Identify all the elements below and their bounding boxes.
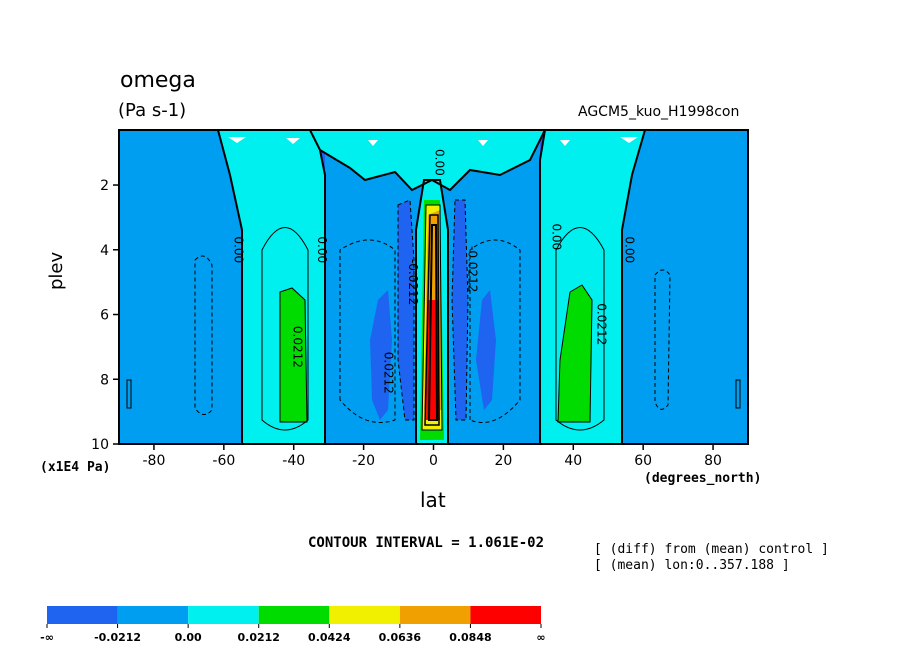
note-diff: [ (diff) from (mean) control ] <box>594 542 829 557</box>
y-tick-label: 10 <box>91 437 109 453</box>
pos-contour-east-2 <box>557 284 593 423</box>
zero-contour-west-outer <box>217 130 243 444</box>
plot-units: (Pa s-1) <box>118 100 187 121</box>
pos-contour-east <box>555 227 605 431</box>
pos-contour-west-2 <box>279 287 308 423</box>
region-cyan-top <box>310 130 545 190</box>
notch-6 <box>620 137 638 143</box>
x-unit-label: (degrees_north) <box>644 471 762 486</box>
x-tick-label: 20 <box>494 453 512 469</box>
x-tick-label: -60 <box>212 453 235 469</box>
neg-contour-far-east <box>654 269 671 410</box>
top-notches <box>228 137 638 146</box>
colorbar-label: -0.0212 <box>94 631 141 644</box>
zero-contour-east-outer <box>621 130 646 444</box>
contour-fill <box>119 130 748 444</box>
zero-contour-west-inner <box>309 130 326 444</box>
neg-contour-center-west <box>339 239 396 423</box>
y-tick-label: 4 <box>100 243 109 259</box>
pos-contour-west <box>261 227 309 431</box>
contour-label: 0.0212 <box>382 352 396 394</box>
contour-interval-text: CONTOUR INTERVAL = 1.061E-02 <box>308 535 545 551</box>
colorbar-swatch <box>258 606 330 624</box>
colorbar-swatch <box>117 606 189 624</box>
notch-3 <box>368 140 378 146</box>
colorbar-swatch <box>399 606 471 624</box>
contour-label: 0.00 <box>432 149 446 176</box>
contour-label: 0.00 <box>623 236 637 263</box>
colorbar-label: 0.0636 <box>379 631 422 644</box>
region-mid-blue-east <box>622 130 748 444</box>
contour-lines <box>126 130 741 444</box>
contour-label: -0.0212 <box>406 259 420 305</box>
colorbar-swatch <box>188 606 259 624</box>
x-axis-label: lat <box>420 488 446 512</box>
contour-label: 0.00 <box>549 223 563 250</box>
edge-feature-west <box>126 379 132 409</box>
region-neg-lobe-w1 <box>398 200 414 420</box>
zero-contour-core <box>415 179 449 444</box>
plot-title: omega <box>120 68 196 93</box>
run-name: AGCM5_kuo_H1998con <box>578 104 740 120</box>
x-tick-label: -80 <box>143 453 166 469</box>
contour-label: 0.0212 <box>595 303 609 345</box>
region-mid-blue-west <box>119 130 242 444</box>
colorbar-label: 0.0212 <box>237 631 279 644</box>
colorbar-label: -∞ <box>40 631 54 644</box>
y-ticks: 2 4 6 8 10 <box>91 178 119 453</box>
edge-feature-east <box>735 379 741 409</box>
neg-contour-lobe-e1 <box>451 199 469 421</box>
colorbar-swatch <box>47 606 118 624</box>
neg-contour-center-east <box>469 239 521 423</box>
y-tick-label: 6 <box>100 308 109 324</box>
note-mean: [ (mean) lon:0..357.188 ] <box>594 558 790 573</box>
contour-label: 0.00 <box>231 236 245 263</box>
zero-contour-east-inner <box>539 130 546 444</box>
region-neg-lobe-w2 <box>370 290 392 420</box>
x-tick-label: 80 <box>704 453 722 469</box>
x-tick-label: -20 <box>352 453 375 469</box>
contour-label: 0.00 <box>315 236 329 263</box>
x-tick-label: 60 <box>634 453 652 469</box>
colorbar-label: 0.0424 <box>308 631 351 644</box>
contour-label: -0.0212 <box>465 246 479 292</box>
region-neg-lobe-e2 <box>476 290 496 410</box>
x-tick-label: 0 <box>429 453 438 469</box>
y-unit-label: (x1E4 Pa) <box>40 460 111 475</box>
colorbar-swatch <box>329 606 400 624</box>
notch-2 <box>286 138 300 144</box>
x-tick-label: -40 <box>282 453 305 469</box>
region-green-west <box>280 288 307 422</box>
core-contour-2 <box>424 214 440 426</box>
region-green-east <box>558 285 592 422</box>
contour-labels: 0.00 0.00 0.0212 0.0212 -0.0212 0.00 -0.0212 0.… <box>231 149 636 394</box>
colorbar-label: 0.00 <box>175 631 202 644</box>
notch-1 <box>228 137 246 143</box>
region-neg-lobe-e1 <box>452 200 468 420</box>
y-tick-label: 2 <box>100 178 109 194</box>
contour-label: 0.0212 <box>291 326 305 368</box>
core-contour-3 <box>427 224 439 421</box>
y-tick-label: 8 <box>100 372 109 388</box>
notch-5 <box>560 140 570 146</box>
core-contour-1 <box>421 204 443 431</box>
colorbar: -∞ -0.0212 0.00 0.0212 0.0424 0.0636 0.0848 ∞ <box>40 606 546 644</box>
x-ticks: -80 -60 -40 -20 0 20 40 60 80 <box>143 444 722 469</box>
notch-4 <box>478 140 488 146</box>
colorbar-label: ∞ <box>536 631 545 644</box>
colorbar-swatch <box>470 606 541 624</box>
x-tick-label: 40 <box>564 453 582 469</box>
neg-contour-far-west <box>194 255 213 415</box>
neg-contour-lobe-w1 <box>397 199 415 421</box>
colorbar-label: 0.0848 <box>449 631 491 644</box>
